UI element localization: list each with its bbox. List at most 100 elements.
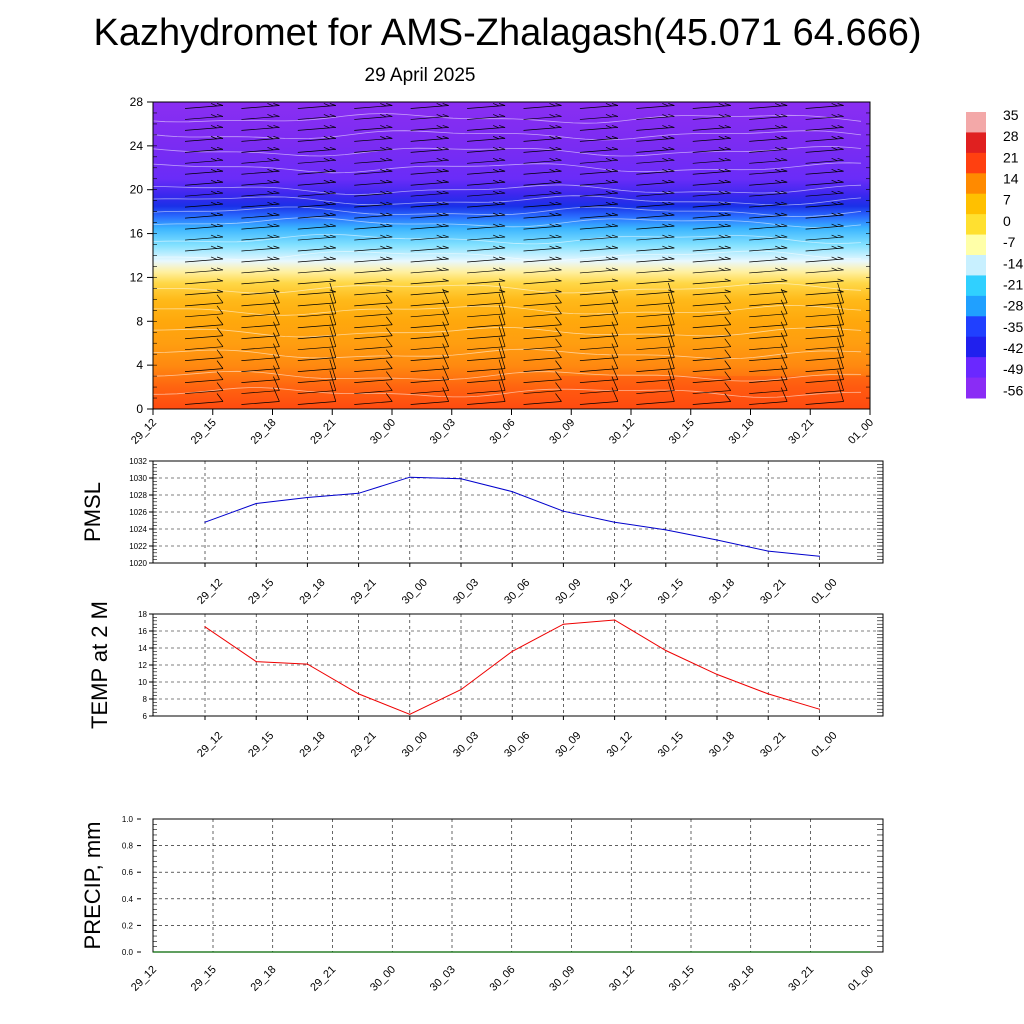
wind-barb — [354, 125, 393, 131]
wind-barb-flag — [498, 234, 506, 238]
wind-barb-shaft — [410, 368, 449, 372]
x-tick-label: 30_03 — [428, 417, 458, 447]
wind-barb — [523, 168, 562, 175]
wind-barb-flag — [436, 136, 443, 140]
wind-barb-shaft — [523, 390, 562, 394]
wind-barb-shaft — [692, 302, 731, 307]
wind-barb-flag — [837, 282, 844, 303]
wind-barb — [805, 293, 844, 318]
wind-barb-flag — [216, 223, 224, 227]
wind-barb — [241, 147, 280, 153]
wind-barb-flag — [273, 365, 280, 380]
wind-barb-flag — [323, 114, 330, 118]
wind-barb — [636, 179, 675, 186]
wind-barb-flag — [549, 147, 556, 151]
wind-barb-shaft — [297, 313, 336, 318]
wind-barb — [297, 278, 336, 285]
wind-barb — [354, 278, 393, 285]
wind-barb-flag — [781, 278, 788, 282]
wind-barb — [636, 125, 675, 131]
wind-barb — [467, 114, 506, 120]
x-tick-label: 29_15 — [189, 417, 219, 447]
wind-barb-flag — [775, 223, 782, 227]
wind-barb-shaft — [523, 302, 562, 307]
wind-barb-flag — [724, 234, 731, 238]
wind-barb-flag — [216, 245, 224, 249]
colorbar-swatch — [966, 152, 986, 164]
wind-barb — [467, 168, 506, 175]
wind-barb — [184, 125, 224, 131]
wind-barb — [467, 304, 506, 329]
wind-barb-flag — [831, 125, 838, 129]
wind-barb-flag — [498, 293, 506, 314]
wind-barb-flag — [611, 310, 619, 325]
data-point — [614, 521, 616, 523]
wind-barb-flag — [837, 381, 844, 402]
wind-barb — [749, 245, 788, 252]
wind-barb — [297, 201, 336, 208]
wind-barb-flag — [781, 114, 788, 117]
wind-barb-flag — [724, 245, 731, 249]
wind-barb-flag — [492, 256, 500, 260]
wind-barb-shaft — [184, 335, 224, 340]
contour-line — [153, 370, 862, 382]
wind-barb-flag — [267, 147, 274, 151]
wind-barb-flag — [267, 168, 274, 173]
wind-barb — [523, 393, 562, 405]
wind-barb-flag — [498, 326, 506, 347]
wind-barb — [297, 315, 337, 340]
wind-barb — [297, 125, 336, 131]
wind-barb — [636, 147, 675, 153]
wind-barb-shaft — [467, 346, 506, 351]
wind-barb — [297, 381, 337, 405]
wind-barb — [184, 278, 224, 285]
wind-barb-shaft — [184, 324, 224, 329]
y-tick-label: 10 — [138, 678, 147, 687]
wind-barb-flag — [775, 201, 782, 205]
wind-barb-flag — [492, 103, 500, 107]
wind-barb-flag — [662, 114, 669, 118]
wind-barb — [184, 179, 224, 186]
wind-barb — [241, 125, 280, 131]
wind-barb — [692, 316, 732, 329]
wind-barb — [241, 288, 280, 307]
heatmap-field — [153, 102, 870, 409]
colorbar-label: -7 — [1003, 234, 1016, 250]
wind-barb-flag — [498, 370, 506, 391]
wind-barb-flag — [436, 125, 443, 129]
wind-barb-flag — [386, 125, 393, 128]
y-tick-label: 4 — [136, 358, 143, 372]
wind-barb — [184, 327, 224, 340]
wind-barb — [410, 376, 449, 394]
wind-barb-shaft — [241, 291, 280, 296]
wind-barb — [523, 327, 562, 340]
y-tick-label: 6 — [143, 712, 148, 721]
wind-barb-shaft — [297, 302, 336, 307]
wind-barb-flag — [555, 245, 562, 249]
wind-barb-flag — [668, 147, 675, 150]
wind-barb — [410, 245, 449, 252]
wind-barb-flag — [386, 179, 393, 183]
wind-barb-flag — [210, 103, 218, 107]
y-tick-label: 8 — [136, 314, 143, 328]
wind-barb-flag — [386, 234, 393, 238]
wind-barb — [354, 349, 393, 362]
wind-barb-flag — [611, 288, 619, 303]
wind-barb — [692, 278, 731, 285]
wind-barb-flag — [724, 267, 731, 271]
wind-barb-flag — [724, 327, 732, 336]
data-point — [665, 649, 667, 652]
wind-barb-flag — [611, 332, 619, 347]
wind-barb-shaft — [805, 379, 844, 383]
wind-barb-shaft — [523, 346, 562, 351]
wind-barb-flag — [775, 179, 782, 184]
wind-barb-flag — [323, 136, 330, 140]
wind-barb-flag — [436, 103, 443, 107]
wind-barb — [636, 256, 675, 263]
wind-barb-flag — [323, 267, 330, 271]
wind-barb — [184, 168, 224, 175]
wind-barb — [749, 299, 788, 318]
wind-barb-flag — [837, 326, 844, 347]
x-tick-label: 01_00 — [846, 417, 876, 447]
wind-barb — [579, 332, 619, 351]
